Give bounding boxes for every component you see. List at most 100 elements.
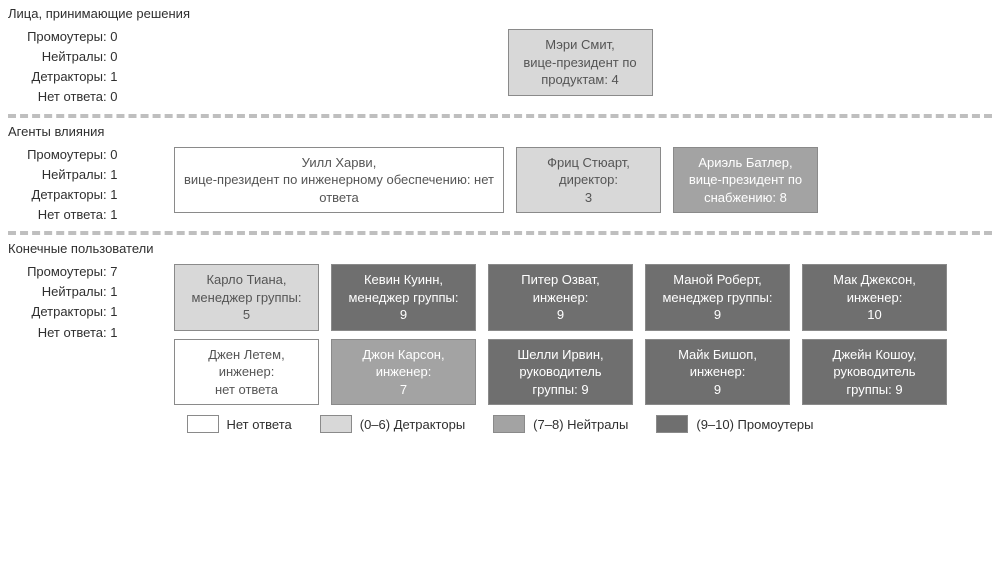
person-name: Джон Карсон, (340, 346, 467, 364)
person-score: 9 (340, 306, 467, 324)
stat-value: 0 (110, 147, 117, 162)
section-divider (8, 114, 992, 118)
stat-label: Детракторы (8, 302, 103, 322)
person-score: нет ответа (183, 381, 310, 399)
person-card: Кевин Куинн,менеджер группы:9 (331, 264, 476, 331)
stat-value: 1 (110, 69, 117, 84)
person-card: Карло Тиана,менеджер группы:5 (174, 264, 319, 331)
person-score: 3 (525, 189, 652, 207)
person-role: руководитель группы: 9 (811, 363, 938, 398)
person-name: Карло Тиана, (183, 271, 310, 289)
stat-value: 7 (110, 264, 117, 279)
stat-line-neutrals: Нейтралы: 1 (8, 282, 168, 302)
legend-label: Нет ответа (227, 417, 292, 432)
person-role: инженер: (497, 289, 624, 307)
person-card: Ариэль Батлер,вице-президент по снабжени… (673, 147, 818, 214)
stat-line-detractors: Детракторы: 1 (8, 185, 168, 205)
stat-line-promoters: Промоутеры: 0 (8, 27, 168, 47)
person-role: инженер: (811, 289, 938, 307)
person-name: Питер Озват, (497, 271, 624, 289)
person-name: Шелли Ирвин, (497, 346, 624, 364)
person-name: Ариэль Батлер, (682, 154, 809, 172)
person-name: Мак Джексон, (811, 271, 938, 289)
legend: Нет ответа (0–6) Детракторы (7–8) Нейтралы… (8, 415, 992, 433)
person-name: Мэри Смит, (517, 36, 644, 54)
section-row: Промоутеры: 0Нейтралы: 0Детракторы: 1Нет… (8, 25, 992, 108)
stat-line-promoters: Промоутеры: 7 (8, 262, 168, 282)
person-name: Фриц Стюарт, (525, 154, 652, 172)
card-row: Уилл Харви,вице-президент по инженерному… (168, 143, 992, 218)
stat-line-neutrals: Нейтралы: 0 (8, 47, 168, 67)
stat-line-promoters: Промоутеры: 0 (8, 145, 168, 165)
person-name: Майк Бишоп, (654, 346, 781, 364)
legend-swatch (656, 415, 688, 433)
section-title: Агенты влияния (8, 124, 992, 139)
stat-value: 0 (110, 29, 117, 44)
stat-value: 1 (110, 284, 117, 299)
stat-line-neutrals: Нейтралы: 1 (8, 165, 168, 185)
person-role: менеджер группы: (654, 289, 781, 307)
legend-label: (7–8) Нейтралы (533, 417, 628, 432)
person-card: Шелли Ирвин,руководитель группы: 9 (488, 339, 633, 406)
stat-label: Детракторы (8, 185, 103, 205)
stat-label: Промоутеры (8, 145, 103, 165)
person-score: 9 (654, 381, 781, 399)
stat-value: 1 (110, 207, 117, 222)
person-card: Питер Озват,инженер:9 (488, 264, 633, 331)
person-name: Кевин Куинн, (340, 271, 467, 289)
person-card: Маной Роберт,менеджер группы:9 (645, 264, 790, 331)
person-role: инженер: (340, 363, 467, 381)
stat-label: Промоутеры (8, 262, 103, 282)
person-name: Джен Летем, (183, 346, 310, 364)
section-stats: Промоутеры: 0Нейтралы: 1Детракторы: 1Нет… (8, 143, 168, 226)
card-row: Мэри Смит,вице-президент по продуктам: 4 (168, 25, 992, 100)
person-score: 10 (811, 306, 938, 324)
legend-item: Нет ответа (187, 415, 292, 433)
person-role: вице-президент по инженерному обеспечени… (183, 171, 495, 206)
section-title: Конечные пользователи (8, 241, 992, 256)
legend-swatch (187, 415, 219, 433)
stat-value: 1 (110, 167, 117, 182)
legend-item: (7–8) Нейтралы (493, 415, 628, 433)
stat-label: Нет ответа (8, 87, 103, 107)
stat-value: 1 (110, 304, 117, 319)
person-role: руководитель группы: 9 (497, 363, 624, 398)
person-role: инженер: (183, 363, 310, 381)
person-score: 7 (340, 381, 467, 399)
stat-value: 0 (110, 49, 117, 64)
person-role: инженер: (654, 363, 781, 381)
section-row: Промоутеры: 0Нейтралы: 1Детракторы: 1Нет… (8, 143, 992, 226)
section-title: Лица, принимающие решения (8, 6, 992, 21)
person-role: вице-президент по снабжению: 8 (682, 171, 809, 206)
legend-swatch (320, 415, 352, 433)
person-card: Мак Джексон,инженер:10 (802, 264, 947, 331)
legend-item: (9–10) Промоутеры (656, 415, 813, 433)
person-card: Фриц Стюарт,директор:3 (516, 147, 661, 214)
legend-label: (9–10) Промоутеры (696, 417, 813, 432)
legend-swatch (493, 415, 525, 433)
stat-label: Нейтралы (8, 47, 103, 67)
stat-value: 1 (110, 187, 117, 202)
stat-line-no_response: Нет ответа: 1 (8, 323, 168, 343)
nps-org-chart: Лица, принимающие решенияПромоутеры: 0Не… (8, 6, 992, 433)
stat-label: Нет ответа (8, 323, 103, 343)
person-name: Маной Роберт, (654, 271, 781, 289)
stat-label: Детракторы (8, 67, 103, 87)
person-card: Джейн Кошоу,руководитель группы: 9 (802, 339, 947, 406)
section-stats: Промоутеры: 7Нейтралы: 1Детракторы: 1Нет… (8, 260, 168, 343)
section-stats: Промоутеры: 0Нейтралы: 0Детракторы: 1Нет… (8, 25, 168, 108)
stat-label: Промоутеры (8, 27, 103, 47)
person-score: 5 (183, 306, 310, 324)
person-name: Джейн Кошоу, (811, 346, 938, 364)
stat-label: Нейтралы (8, 282, 103, 302)
section-row: Промоутеры: 7Нейтралы: 1Детракторы: 1Нет… (8, 260, 992, 409)
stat-line-no_response: Нет ответа: 1 (8, 205, 168, 225)
stat-label: Нет ответа (8, 205, 103, 225)
person-card: Майк Бишоп,инженер:9 (645, 339, 790, 406)
person-role: вице-президент по продуктам: 4 (517, 54, 644, 89)
legend-label: (0–6) Детракторы (360, 417, 465, 432)
stat-line-detractors: Детракторы: 1 (8, 67, 168, 87)
stat-value: 0 (110, 89, 117, 104)
stat-line-detractors: Детракторы: 1 (8, 302, 168, 322)
person-score: 9 (497, 306, 624, 324)
